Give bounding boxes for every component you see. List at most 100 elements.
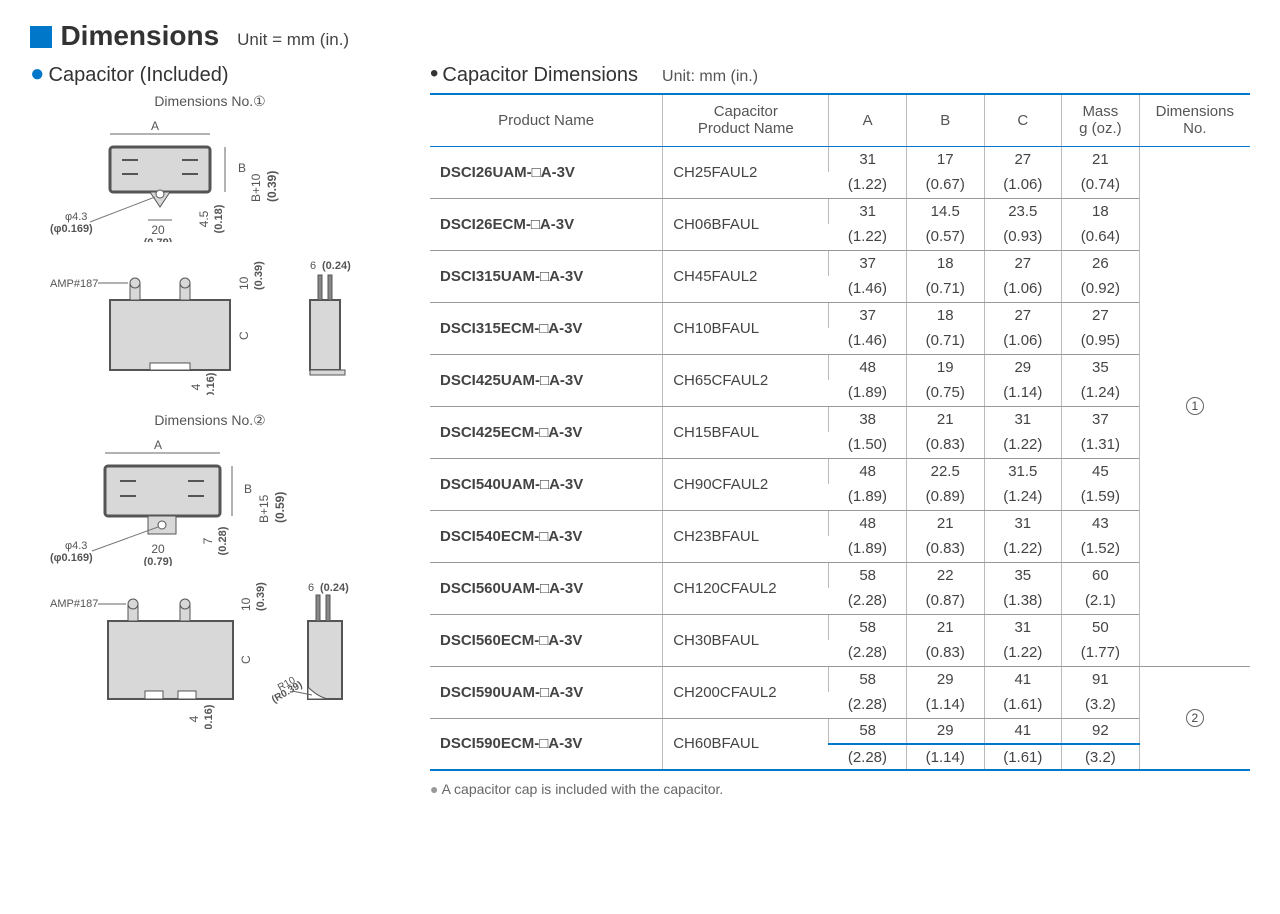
svg-text:(0.16): (0.16) xyxy=(203,704,215,729)
cell: (1.22) xyxy=(984,640,1062,666)
svg-text:7: 7 xyxy=(201,537,215,544)
cell: 17 xyxy=(906,146,984,172)
svg-text:(0.39): (0.39) xyxy=(255,582,267,611)
cell: 23.5 xyxy=(984,198,1062,224)
svg-text:4: 4 xyxy=(187,715,201,722)
left-panel: ● Capacitor (Included) Dimensions No.① A… xyxy=(30,62,390,797)
cell: (1.46) xyxy=(829,276,907,302)
col-header: A xyxy=(829,94,907,146)
cell: 19 xyxy=(906,354,984,380)
table-body: DSCI26UAM-□A-3VCH25FAUL2311727211(1.22)(… xyxy=(430,146,1250,770)
cell: (0.83) xyxy=(906,432,984,458)
svg-text:φ4.3: φ4.3 xyxy=(65,211,87,223)
bullet-icon: • xyxy=(430,62,438,86)
cell: 18 xyxy=(906,302,984,328)
cell: CH120CFAUL2 xyxy=(663,562,829,614)
cell: 29 xyxy=(906,666,984,692)
cell: CH45FAUL2 xyxy=(663,250,829,302)
cell: (1.52) xyxy=(1062,536,1140,562)
content: ● Capacitor (Included) Dimensions No.① A… xyxy=(30,62,1250,797)
bullet-icon: ● xyxy=(30,62,45,86)
cell: 31 xyxy=(984,614,1062,640)
cell: (1.38) xyxy=(984,588,1062,614)
cell: (0.57) xyxy=(906,224,984,250)
svg-text:(0.18): (0.18) xyxy=(213,204,225,233)
cell: CH65CFAUL2 xyxy=(663,354,829,406)
dim-no-cell: 2 xyxy=(1139,666,1250,770)
svg-text:6: 6 xyxy=(310,260,316,272)
cell: (1.50) xyxy=(829,432,907,458)
svg-text:(0.39): (0.39) xyxy=(265,171,279,202)
cell: 18 xyxy=(906,250,984,276)
cell: (1.77) xyxy=(1062,640,1140,666)
svg-text:(0.59): (0.59) xyxy=(273,492,287,523)
cell: 35 xyxy=(984,562,1062,588)
cell: 31 xyxy=(984,406,1062,432)
table-subheader: • Capacitor Dimensions Unit: mm (in.) xyxy=(430,62,1250,87)
svg-text:B+15: B+15 xyxy=(257,494,271,523)
cell: (3.2) xyxy=(1062,692,1140,718)
cell: CH10BFAUL xyxy=(663,302,829,354)
cell: (2.28) xyxy=(829,640,907,666)
svg-text:B: B xyxy=(244,482,252,496)
cell: 48 xyxy=(829,354,907,380)
svg-text:B+10: B+10 xyxy=(249,173,263,202)
cell: CH15BFAUL xyxy=(663,406,829,458)
cell: 58 xyxy=(829,718,907,744)
col-header: DimensionsNo. xyxy=(1139,94,1250,146)
svg-text:(0.24): (0.24) xyxy=(322,260,351,272)
svg-text:(0.79): (0.79) xyxy=(144,556,173,566)
cell: 43 xyxy=(1062,510,1140,536)
col-header: Massg (oz.) xyxy=(1062,94,1140,146)
cell: (0.83) xyxy=(906,536,984,562)
cell: (2.28) xyxy=(829,744,907,770)
cell: 27 xyxy=(984,250,1062,276)
cell: (0.67) xyxy=(906,172,984,198)
svg-text:C: C xyxy=(237,331,251,340)
cell: (1.89) xyxy=(829,380,907,406)
col-header: C xyxy=(984,94,1062,146)
cell: 48 xyxy=(829,510,907,536)
cell: 41 xyxy=(984,666,1062,692)
cell: 21 xyxy=(906,510,984,536)
cell: (0.95) xyxy=(1062,328,1140,354)
table-row: DSCI590ECM-□A-3VCH60BFAUL58294192 xyxy=(430,718,1250,744)
cell: DSCI26ECM-□A-3V xyxy=(430,198,663,250)
cell: (1.61) xyxy=(984,744,1062,770)
cell: (0.71) xyxy=(906,328,984,354)
cell: (1.22) xyxy=(984,536,1062,562)
page-title: Dimensions xyxy=(60,20,219,51)
table-row: DSCI425ECM-□A-3VCH15BFAUL38213137 xyxy=(430,406,1250,432)
cell: 58 xyxy=(829,562,907,588)
diagram-1-side: AMP#187 10 (0.39) C 4 (0.16) 6(0.24) xyxy=(30,255,390,395)
cell: CH60BFAUL xyxy=(663,718,829,770)
col-header: B xyxy=(906,94,984,146)
svg-text:B: B xyxy=(238,161,246,175)
cell: 26 xyxy=(1062,250,1140,276)
cell: 37 xyxy=(829,250,907,276)
table-row: DSCI560ECM-□A-3VCH30BFAUL58213150 xyxy=(430,614,1250,640)
cell: (1.14) xyxy=(984,380,1062,406)
dimensions-table: Product NameCapacitorProduct NameABCMass… xyxy=(430,93,1250,771)
cell: (1.59) xyxy=(1062,484,1140,510)
col-header: Product Name xyxy=(430,94,663,146)
cell: (0.89) xyxy=(906,484,984,510)
cell: CH30BFAUL xyxy=(663,614,829,666)
diagram-2-side: AMP#187 10 (0.39) C 4 (0.16) 6(0.24) R10… xyxy=(30,579,390,729)
cell: (1.14) xyxy=(906,744,984,770)
cell: (1.22) xyxy=(984,432,1062,458)
cell: 41 xyxy=(984,718,1062,744)
table-subtitle: Capacitor Dimensions xyxy=(442,64,638,87)
table-header-row: Product NameCapacitorProduct NameABCMass… xyxy=(430,94,1250,146)
cell: CH25FAUL2 xyxy=(663,146,829,198)
cell: 45 xyxy=(1062,458,1140,484)
table-row: DSCI315ECM-□A-3VCH10BFAUL37182727 xyxy=(430,302,1250,328)
cell: DSCI540ECM-□A-3V xyxy=(430,510,663,562)
svg-text:20: 20 xyxy=(151,223,165,237)
svg-text:AMP#187: AMP#187 xyxy=(50,598,98,610)
svg-text:10: 10 xyxy=(237,276,251,290)
cell: DSCI315ECM-□A-3V xyxy=(430,302,663,354)
svg-text:4: 4 xyxy=(189,383,203,390)
table-row: DSCI590UAM-□A-3VCH200CFAUL2582941912 xyxy=(430,666,1250,692)
cell: CH23BFAUL xyxy=(663,510,829,562)
